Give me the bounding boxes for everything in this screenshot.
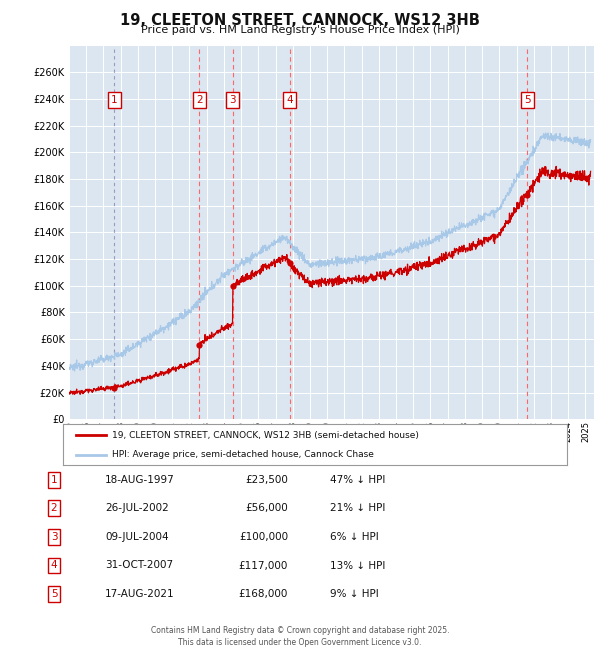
Text: 2: 2: [50, 503, 58, 514]
Text: 09-JUL-2004: 09-JUL-2004: [105, 532, 169, 542]
Text: 1: 1: [111, 95, 118, 105]
Text: £56,000: £56,000: [245, 503, 288, 514]
Text: 5: 5: [524, 95, 530, 105]
Text: 47% ↓ HPI: 47% ↓ HPI: [330, 474, 385, 485]
Text: Contains HM Land Registry data © Crown copyright and database right 2025.
This d: Contains HM Land Registry data © Crown c…: [151, 626, 449, 647]
Text: Price paid vs. HM Land Registry's House Price Index (HPI): Price paid vs. HM Land Registry's House …: [140, 25, 460, 34]
Text: £100,000: £100,000: [239, 532, 288, 542]
Text: 6% ↓ HPI: 6% ↓ HPI: [330, 532, 379, 542]
Text: £23,500: £23,500: [245, 474, 288, 485]
Text: 19, CLEETON STREET, CANNOCK, WS12 3HB (semi-detached house): 19, CLEETON STREET, CANNOCK, WS12 3HB (s…: [112, 431, 419, 440]
Text: 5: 5: [50, 589, 58, 599]
Text: 4: 4: [287, 95, 293, 105]
Text: HPI: Average price, semi-detached house, Cannock Chase: HPI: Average price, semi-detached house,…: [112, 450, 374, 460]
Text: 26-JUL-2002: 26-JUL-2002: [105, 503, 169, 514]
Text: 2: 2: [196, 95, 202, 105]
Text: 4: 4: [50, 560, 58, 571]
Text: 17-AUG-2021: 17-AUG-2021: [105, 589, 175, 599]
Text: 9% ↓ HPI: 9% ↓ HPI: [330, 589, 379, 599]
Text: 18-AUG-1997: 18-AUG-1997: [105, 474, 175, 485]
Text: 3: 3: [230, 95, 236, 105]
Text: 1: 1: [50, 474, 58, 485]
Text: 31-OCT-2007: 31-OCT-2007: [105, 560, 173, 571]
Text: £117,000: £117,000: [239, 560, 288, 571]
Text: 13% ↓ HPI: 13% ↓ HPI: [330, 560, 385, 571]
Text: 3: 3: [50, 532, 58, 542]
Text: 19, CLEETON STREET, CANNOCK, WS12 3HB: 19, CLEETON STREET, CANNOCK, WS12 3HB: [120, 13, 480, 28]
Text: £168,000: £168,000: [239, 589, 288, 599]
Text: 21% ↓ HPI: 21% ↓ HPI: [330, 503, 385, 514]
